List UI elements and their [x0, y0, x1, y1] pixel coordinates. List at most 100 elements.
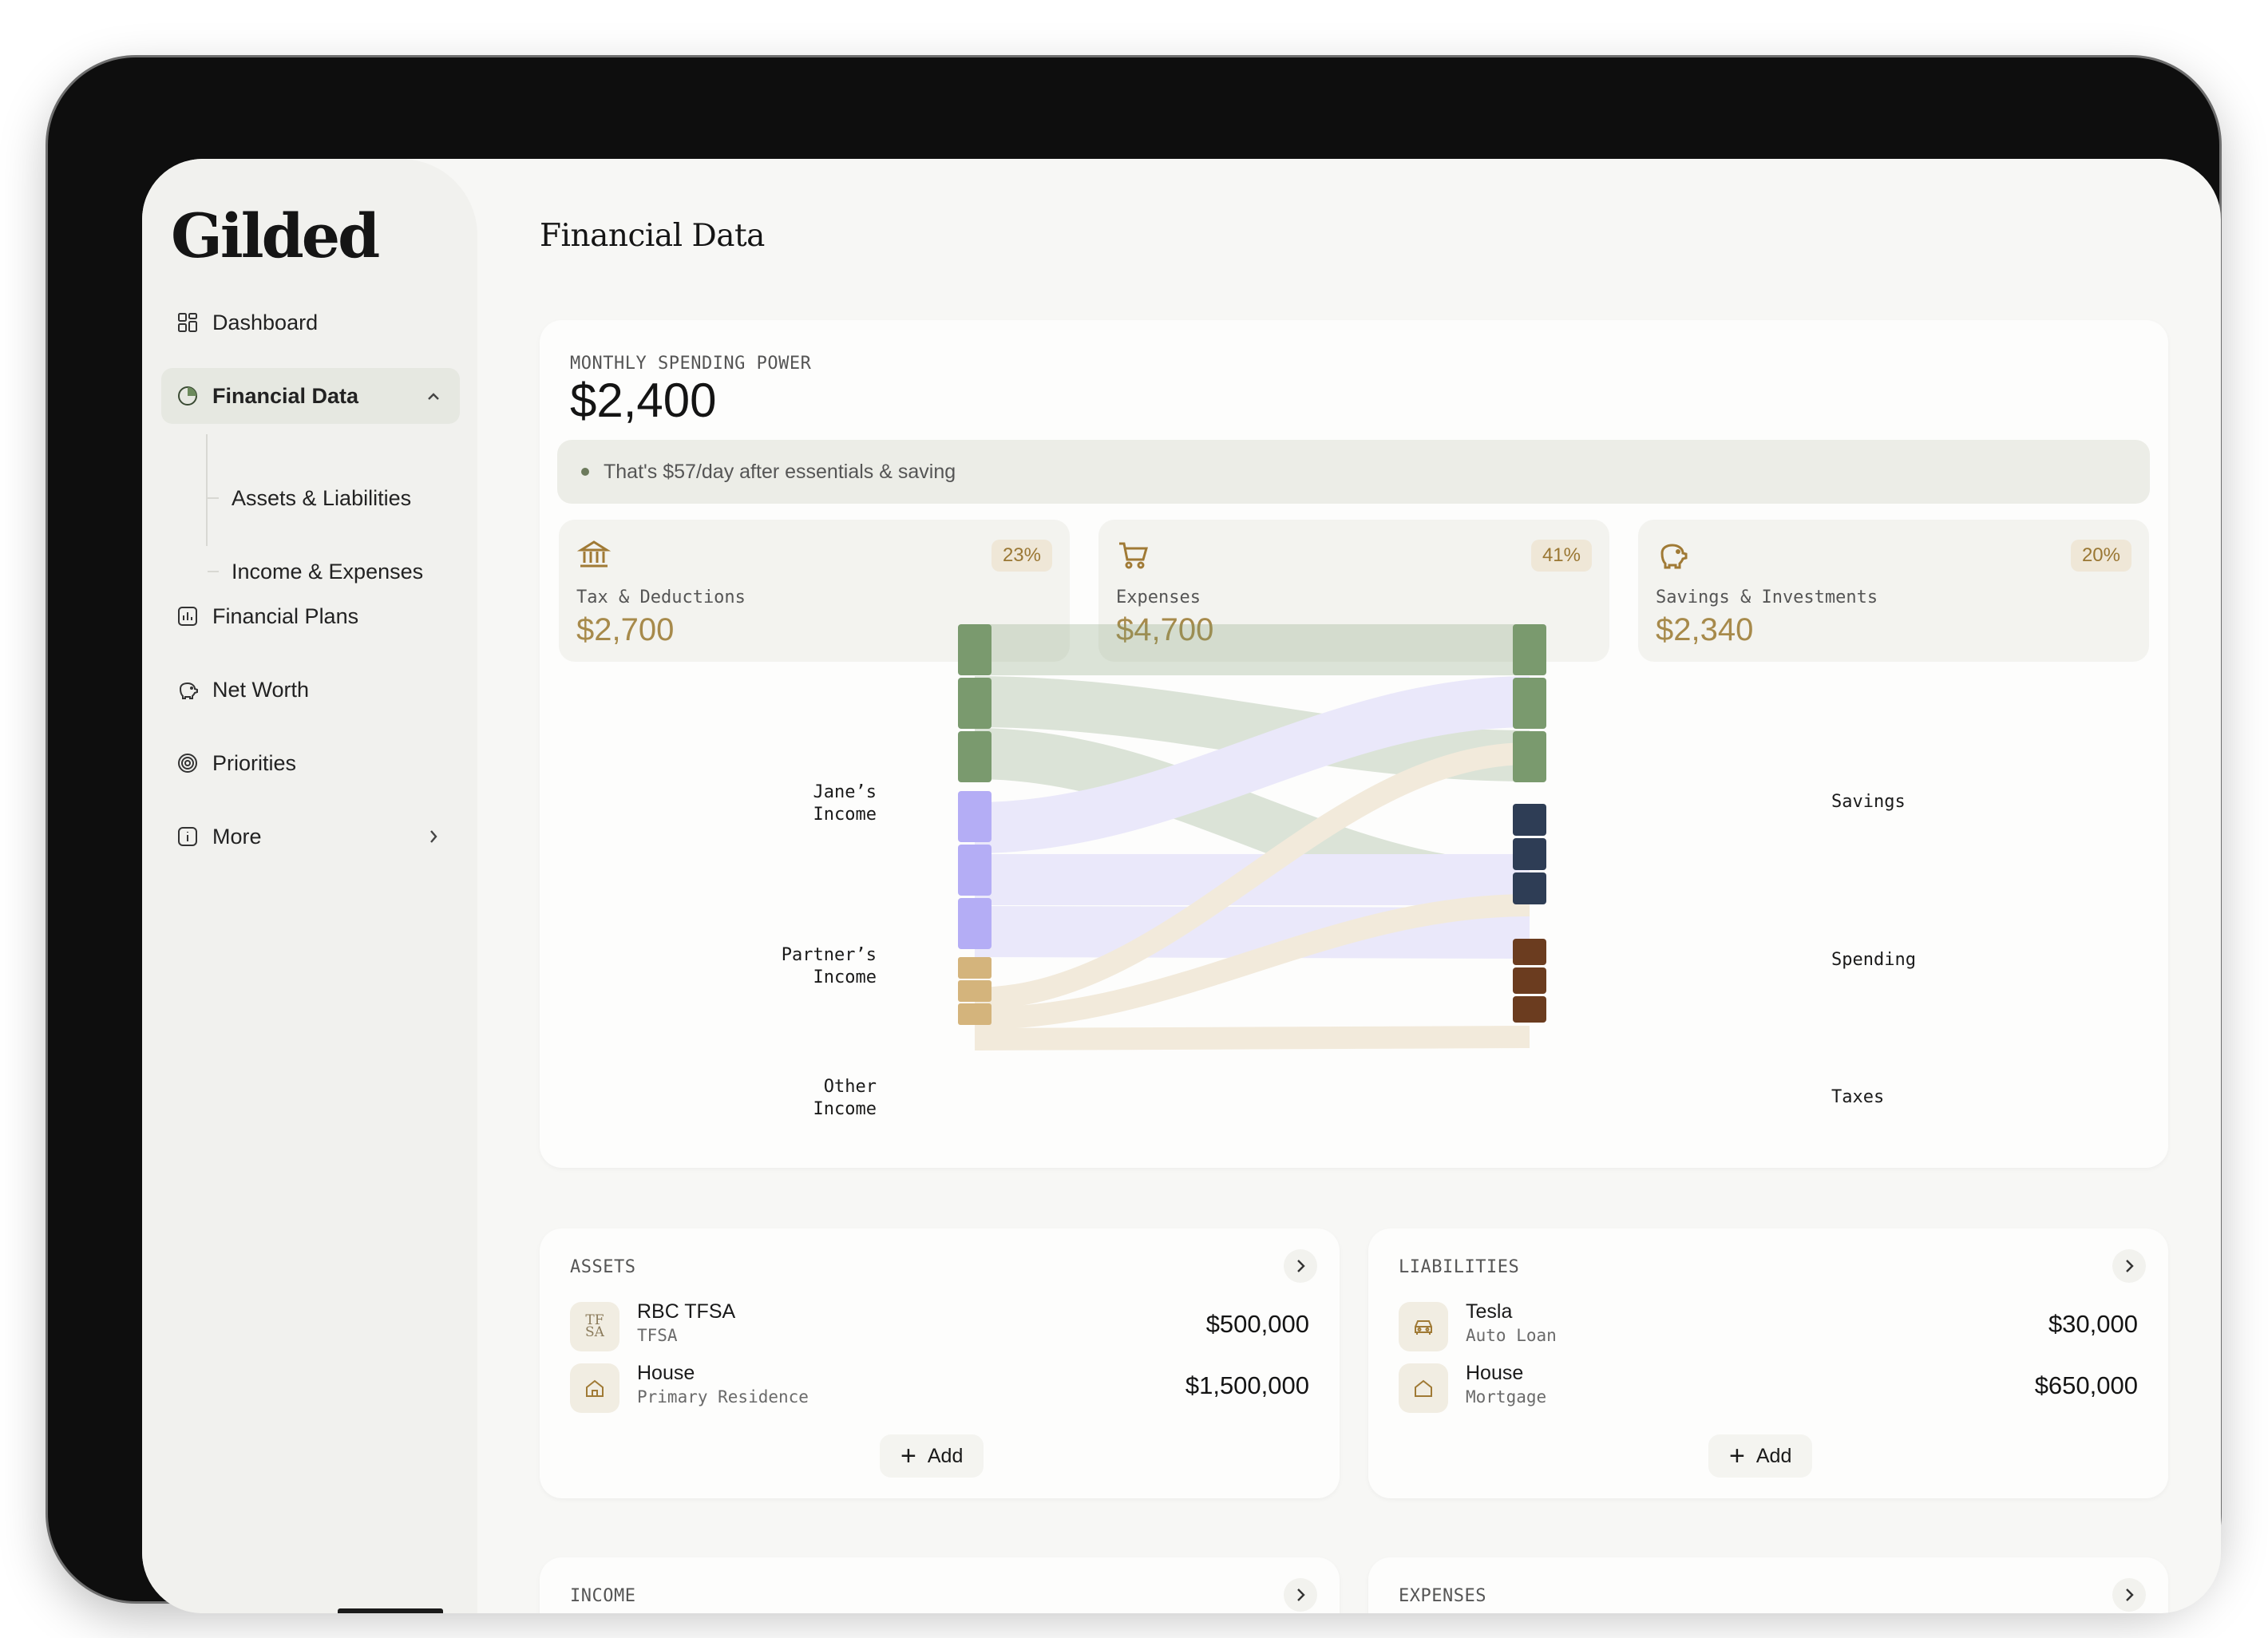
sankey-source-other: Other Income: [813, 1077, 877, 1119]
plus-icon: +: [900, 1441, 916, 1471]
sidebar-subitem-assets-liabilities[interactable]: Assets & Liabilities: [208, 474, 411, 522]
node-taxes-2: [1513, 967, 1546, 994]
spending-hint: That's $57/day after essentials & saving: [557, 440, 2150, 504]
sidebar-item-label: Financial Plans: [212, 603, 359, 628]
add-liability-button[interactable]: + Add: [1708, 1434, 1813, 1478]
flow-other-savings: [974, 742, 1530, 1010]
asset-value: $500,000: [1205, 1310, 1309, 1338]
asset-name: RBC TFSA: [637, 1300, 736, 1323]
stat-value: $2,340: [1656, 612, 1754, 647]
sankey-source-partner: Partner’s Income: [781, 945, 877, 987]
liabilities-card: LIABILITIES Tesla Auto Loan $30,000 Hous…: [1368, 1228, 2168, 1498]
node-jane-2: [958, 678, 992, 729]
add-label: Add: [1755, 1444, 1792, 1467]
chevron-right-icon[interactable]: [1284, 1578, 1317, 1612]
subnav-line: [206, 434, 208, 546]
liability-row-house[interactable]: House Mortgage $650,000: [1399, 1360, 2138, 1416]
tfsa-badge: TF SA: [585, 1312, 604, 1340]
add-asset-button[interactable]: + Add: [880, 1434, 984, 1478]
stat-savings[interactable]: 20% Savings & Investments $2,340: [1638, 520, 2149, 662]
sidebar-item-dashboard[interactable]: Dashboard: [161, 295, 460, 350]
liability-row-tesla[interactable]: Tesla Auto Loan $30,000: [1399, 1299, 2138, 1355]
node-jane-1: [958, 624, 992, 675]
stat-value: $2,700: [576, 612, 675, 647]
cart-icon: [1116, 537, 1151, 572]
add-label: Add: [927, 1444, 964, 1467]
sidebar-item-financial-plans[interactable]: Financial Plans: [161, 588, 460, 644]
sankey-target-savings: Savings: [1831, 792, 1906, 812]
node-jane-3: [958, 731, 992, 782]
node-spending-1: [1513, 804, 1546, 836]
income-title: INCOME: [570, 1586, 636, 1606]
plus-icon: +: [1729, 1441, 1745, 1471]
sidebar-item-financial-data[interactable]: Financial Data: [161, 368, 460, 424]
expenses-title: EXPENSES: [1399, 1586, 1486, 1606]
liability-value: $30,000: [2048, 1310, 2138, 1338]
chevron-right-icon[interactable]: [2112, 1249, 2146, 1283]
spending-card: MONTHLY SPENDING POWER $2,400 That's $57…: [540, 320, 2168, 1168]
expenses-card: EXPENSES: [1368, 1557, 2168, 1613]
liability-sub: Auto Loan: [1466, 1326, 1557, 1345]
node-other-3: [958, 1003, 992, 1025]
piggy-bank-icon: [1656, 537, 1691, 572]
stat-label: Expenses: [1116, 588, 1201, 607]
chevron-right-icon[interactable]: [422, 825, 445, 849]
spending-value: $2,400: [570, 374, 717, 427]
chevron-right-icon[interactable]: [1284, 1249, 1317, 1283]
stat-percent: 20%: [2070, 540, 2131, 572]
asset-sub: TFSA: [637, 1326, 678, 1345]
chevron-right-icon[interactable]: [2112, 1578, 2146, 1612]
flow-jane-taxes: [974, 728, 1530, 913]
asset-value: $1,500,000: [1185, 1371, 1309, 1399]
hint-dot: [581, 468, 589, 476]
sankey-target-spending: Spending: [1831, 950, 1916, 970]
chevron-up-icon[interactable]: [422, 384, 445, 408]
app-logo[interactable]: Gilded: [171, 200, 380, 271]
flow-partner-taxes: [974, 906, 1530, 959]
sidebar-item-net-worth[interactable]: Net Worth: [161, 662, 460, 718]
stat-label: Tax & Deductions: [576, 588, 746, 607]
stat-percent: 41%: [1530, 540, 1592, 572]
assets-card: ASSETS TF SA RBC TFSA TFSA $500,000 Hous…: [540, 1228, 1340, 1498]
liabilities-title: LIABILITIES: [1399, 1257, 1520, 1277]
flow-jane-spending: [974, 676, 1530, 781]
flow-partner-savings: [974, 676, 1530, 853]
home-indicator: [338, 1608, 443, 1613]
sidebar-item-label: More: [212, 824, 262, 849]
info-icon: [176, 825, 200, 849]
node-savings-1: [1513, 624, 1546, 675]
node-partner-1: [958, 791, 992, 842]
hint-text: That's $57/day after essentials & saving: [604, 460, 956, 483]
node-spending-3: [1513, 872, 1546, 904]
car-icon: [1399, 1302, 1448, 1351]
flow-other-taxes: [974, 1026, 1530, 1050]
asset-row-tfsa[interactable]: TF SA RBC TFSA TFSA $500,000: [570, 1299, 1309, 1355]
node-other-1: [958, 957, 992, 979]
node-other-2: [958, 980, 992, 1002]
stat-percent: 23%: [991, 540, 1052, 572]
tablet-frame: Gilded Dashboard Financial Data Assets &…: [48, 57, 2221, 1613]
assets-title: ASSETS: [570, 1257, 636, 1277]
target-icon: [176, 751, 200, 775]
sidebar-item-label: Priorities: [212, 750, 297, 775]
bar-chart-icon: [176, 604, 200, 628]
asset-sub: Primary Residence: [637, 1387, 809, 1407]
sidebar-item-label: Dashboard: [212, 310, 319, 334]
house-icon: [570, 1363, 619, 1413]
spending-label: MONTHLY SPENDING POWER: [570, 354, 812, 374]
node-taxes-3: [1513, 996, 1546, 1023]
sidebar-item-priorities[interactable]: Priorities: [161, 735, 460, 791]
sidebar-item-more[interactable]: More: [161, 809, 460, 864]
sidebar-subitem-income-expenses[interactable]: Income & Expenses: [208, 548, 423, 595]
pie-chart-icon: [176, 384, 200, 408]
piggy-bank-icon: [176, 678, 200, 702]
sankey-nodes: [958, 624, 1546, 1025]
asset-name: House: [637, 1362, 695, 1384]
sankey-diagram: [974, 623, 1530, 1050]
liability-value: $650,000: [2034, 1371, 2138, 1399]
node-savings-2: [1513, 678, 1546, 729]
stat-value: $4,700: [1116, 612, 1214, 647]
node-spending-2: [1513, 838, 1546, 870]
sidebar-item-label: Financial Data: [212, 383, 359, 408]
asset-row-house[interactable]: House Primary Residence $1,500,000: [570, 1360, 1309, 1416]
